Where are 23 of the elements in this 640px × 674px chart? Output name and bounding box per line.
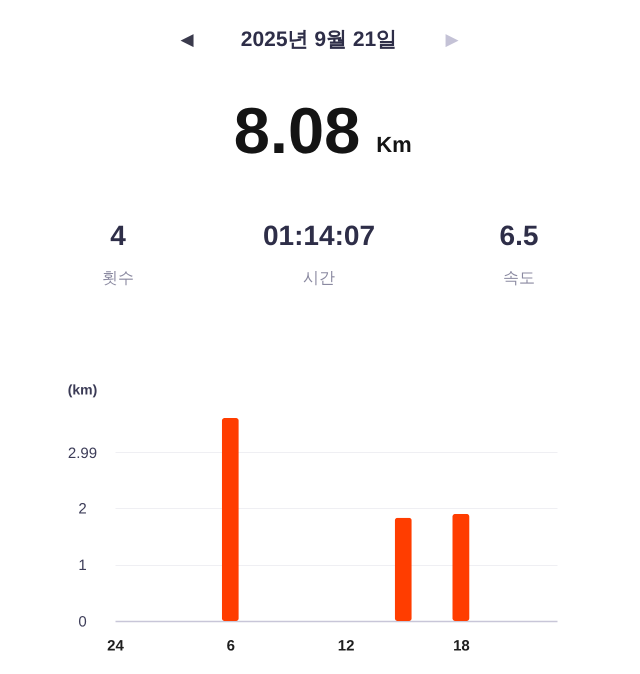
y-tick-label: 0: [78, 614, 87, 630]
x-tick-label: 6: [226, 638, 235, 654]
y-tick-label: 2.99: [68, 444, 98, 462]
text: ▶: [445, 30, 460, 50]
bar: [394, 518, 412, 621]
text: ◀: [180, 30, 194, 50]
y-axis-title: (km): [68, 382, 98, 398]
text: 2025년 9월 21일: [240, 28, 398, 51]
text: 6.5: [500, 220, 538, 251]
bar: [222, 418, 239, 621]
text: 4: [110, 220, 126, 251]
text: 8.08: [234, 94, 360, 167]
text: Km: [376, 132, 412, 157]
y-tick-label: 2: [78, 500, 87, 518]
bar: [452, 514, 470, 621]
y-tick-label: 1: [78, 557, 87, 574]
x-tick-label: 18: [453, 638, 470, 654]
text: 속도: [503, 270, 535, 287]
text: 횟수: [102, 270, 134, 287]
x-tick-label: 12: [338, 638, 354, 654]
text: 시간: [303, 270, 335, 287]
x-tick-label: 24: [107, 638, 124, 654]
text: 01:14:07: [262, 220, 376, 251]
